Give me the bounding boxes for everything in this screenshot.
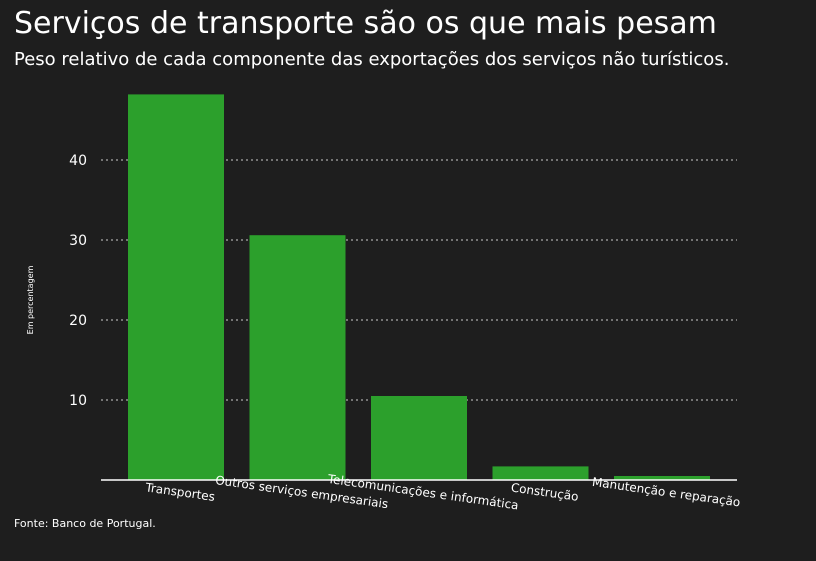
bar-2	[371, 396, 467, 480]
y-tick-label: 20	[69, 313, 87, 329]
y-tick-label: 40	[69, 153, 87, 169]
y-tick-label: 10	[69, 393, 87, 409]
chart-subtitle: Peso relativo de cada componente das exp…	[14, 49, 730, 70]
x-tick-label: Construção	[510, 480, 579, 503]
bar-1	[249, 235, 346, 480]
y-tick-labels: 10 20 30 40	[69, 153, 87, 409]
bar-4	[614, 476, 710, 480]
y-axis-label: Em percentagem	[26, 265, 35, 334]
y-tick-label: 30	[69, 233, 87, 249]
source-note: Fonte: Banco de Portugal.	[14, 517, 156, 530]
bar-0	[128, 94, 224, 481]
bars	[128, 94, 710, 481]
bar-3	[492, 466, 589, 480]
x-tick-label: Transportes	[144, 480, 216, 504]
chart-title: Serviços de transporte são os que mais p…	[14, 6, 717, 41]
